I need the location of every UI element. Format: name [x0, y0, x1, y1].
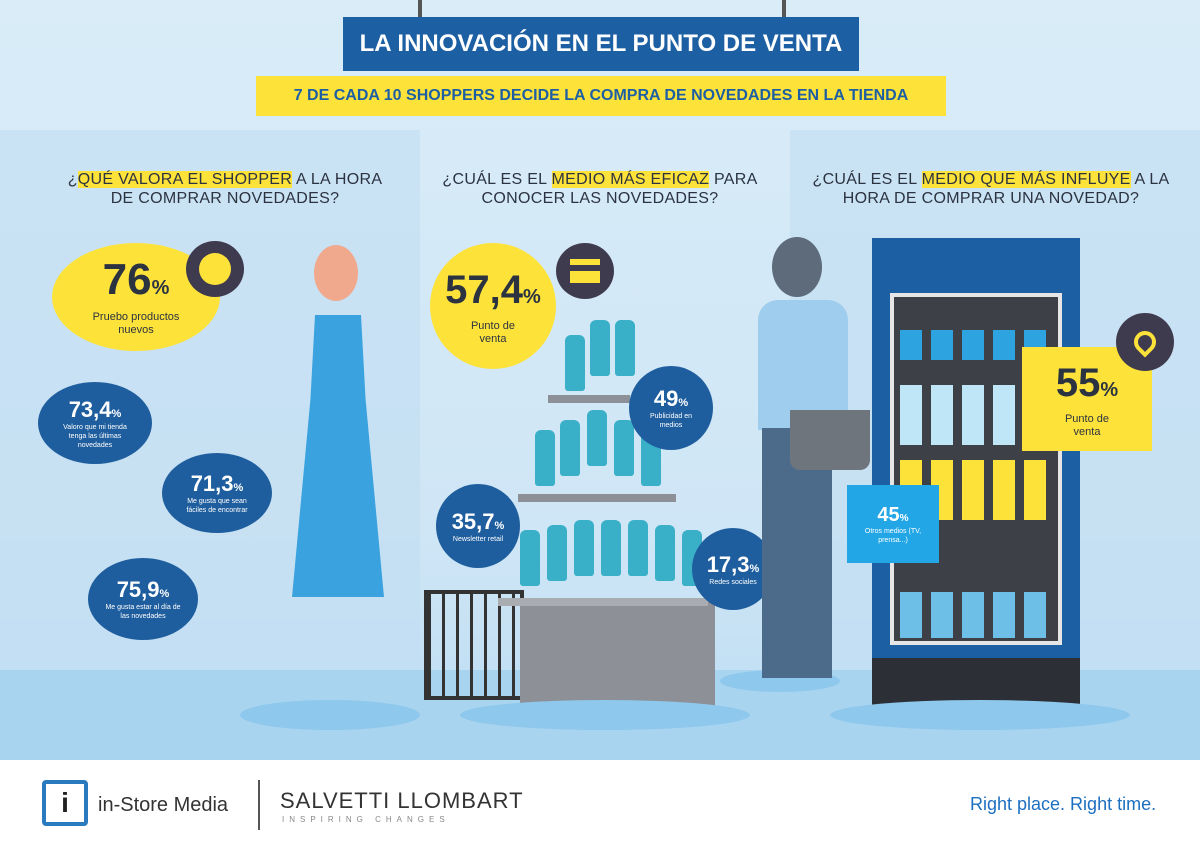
stat-item: 45% Otros medios (TV, prensa...): [847, 485, 939, 563]
bottle-illustration: [590, 320, 610, 376]
footer: i in-Store Media SALVETTI LLOMBART INSPI…: [0, 760, 1200, 849]
bottle-illustration: [655, 525, 675, 581]
page-subtitle: 7 DE CADA 10 SHOPPERS DECIDE LA COMPRA D…: [256, 76, 946, 116]
question-1: ¿QUÉ VALORA EL SHOPPER A LA HORA DE COMP…: [67, 171, 383, 207]
question-3: ¿CUÁL ES EL MEDIO QUE MÁS INFLUYE A LA H…: [812, 171, 1170, 207]
location-pin-icon: [1116, 313, 1174, 371]
bottle-illustration: [560, 420, 580, 476]
stat-item: 73,4% Valoro que mi tienda tenga las últi…: [38, 382, 152, 464]
slogan: Right place. Right time.: [970, 794, 1157, 814]
stat-item: 35,7% Newsletter retail: [436, 484, 520, 568]
bottle-illustration: [587, 410, 607, 466]
sign-hanger: [782, 0, 786, 17]
bottle-illustration: [614, 420, 634, 476]
shopping-basket-illustration: [424, 590, 524, 700]
infographic-scene: LA INNOVACIÓN EN EL PUNTO DE VENTA 7 DE …: [0, 0, 1200, 760]
stat-item: 75,9% Me gusta estar al día de las noveda…: [88, 558, 198, 640]
new-badge-icon: [186, 241, 244, 297]
bottle-illustration: [565, 335, 585, 391]
shadow: [830, 700, 1130, 730]
bottle-illustration: [601, 520, 621, 576]
shadow: [240, 700, 420, 730]
stand-shelf: [518, 494, 676, 502]
man-shirt: [758, 300, 848, 430]
stand-shelf: [548, 395, 630, 403]
display-stand: [520, 600, 715, 710]
stat-item: 71,3% Me gusta que sean fáciles de encont…: [162, 453, 272, 533]
store-icon: [556, 243, 614, 299]
salvetti-llombart-logo: SALVETTI LLOMBART: [280, 788, 524, 813]
bottle-illustration: [520, 530, 540, 586]
bottle-illustration: [574, 520, 594, 576]
bottle-illustration: [547, 525, 567, 581]
stat-item: 49% Publicidad en medios: [629, 366, 713, 450]
stat-main-2: 57,4% Punto de venta: [430, 243, 556, 369]
salvetti-tagline: INSPIRING CHANGES: [282, 815, 450, 824]
bottle-illustration: [628, 520, 648, 576]
bottle-illustration: [535, 430, 555, 486]
page-title: LA INNOVACIÓN EN EL PUNTO DE VENTA: [343, 17, 859, 71]
question-2: ¿CUÁL ES EL MEDIO MÁS EFICAZ PARA CONOCE…: [442, 171, 758, 207]
shadow: [460, 700, 750, 730]
sign-hanger: [418, 0, 422, 17]
stand-shelf: [498, 598, 708, 606]
woman-head: [314, 245, 358, 301]
stat-item: 17,3% Redes sociales: [692, 528, 774, 610]
in-store-media-logo: in-Store Media: [98, 794, 229, 816]
man-head: [772, 237, 822, 297]
divider: [258, 780, 260, 830]
in-store-media-logo-icon: i: [42, 780, 88, 826]
stat-main-3: 55% Punto de venta: [1022, 347, 1152, 451]
bottle-illustration: [615, 320, 635, 376]
basket-illustration: [790, 410, 870, 470]
